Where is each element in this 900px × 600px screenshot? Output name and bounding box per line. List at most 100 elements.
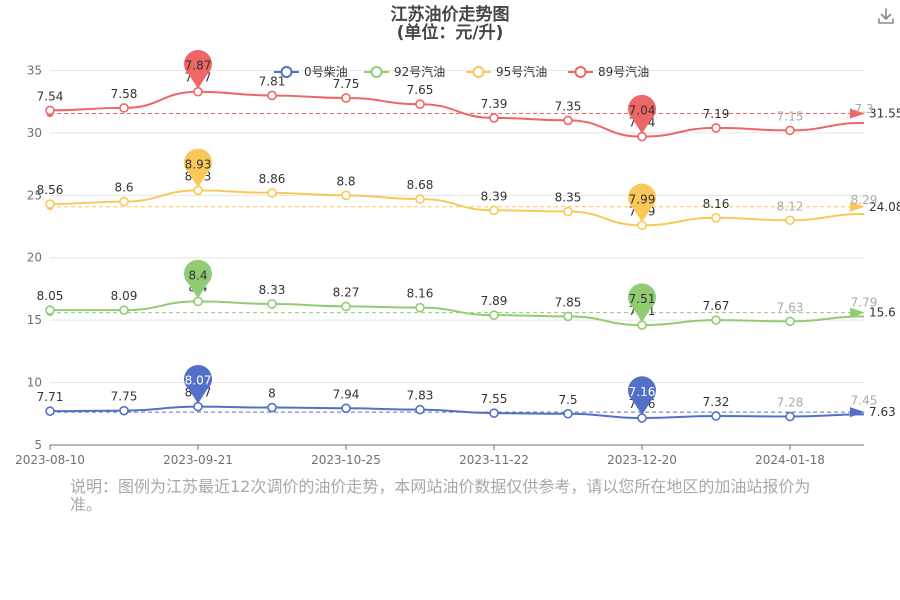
max-label: 8.4 [188, 268, 207, 282]
legend-item: 0号柴油 [274, 65, 348, 79]
max-label: 8.07 [185, 374, 212, 388]
average-arrow [850, 108, 865, 119]
data-point [119, 305, 129, 315]
average-arrow [850, 201, 865, 212]
data-point [637, 220, 647, 231]
legend-marker [574, 66, 587, 78]
data-point [415, 194, 425, 204]
data-point [489, 113, 499, 123]
data-point [563, 206, 573, 217]
average-arrow [850, 407, 865, 418]
data-label: 8.12 [777, 199, 804, 213]
max-label: 7.87 [185, 59, 212, 73]
data-point [415, 404, 425, 415]
legend-item: 95号汽油 [466, 64, 547, 79]
data-point [785, 215, 795, 226]
chart-title: 江苏油价走势图 [391, 4, 510, 25]
series-line [50, 300, 865, 327]
x-tick-label: 2023-11-22 [459, 453, 529, 467]
data-point [489, 408, 499, 418]
data-label: 8.39 [481, 189, 508, 203]
download-icon[interactable] [876, 6, 896, 26]
min-pin [628, 94, 656, 134]
data-label: 8.16 [407, 287, 434, 301]
data-point [267, 299, 277, 309]
data-point [415, 99, 425, 109]
data-point [267, 90, 277, 101]
data-point [267, 188, 277, 198]
x-tick-label: 2023-12-20 [607, 453, 677, 467]
y-tick-label: 15 [27, 313, 42, 327]
data-point [267, 402, 277, 413]
data-point [489, 310, 499, 320]
data-label: 7.19 [703, 107, 730, 121]
chart-caption: 说明：图例为江苏最近12次调价的油价走势，本网站油价数据仅供参考，请以您所在地区… [70, 477, 811, 514]
data-point [563, 115, 573, 126]
max-pin [184, 49, 213, 89]
data-point [45, 305, 55, 315]
x-tick-label: 2023-10-25 [311, 453, 381, 467]
data-point [711, 411, 721, 421]
data-point [193, 185, 203, 196]
data-point [489, 205, 499, 216]
data-label: 7.71 [37, 390, 64, 404]
data-point [45, 105, 55, 116]
average-label: 7.63 [869, 405, 896, 419]
min-label: 7.04 [629, 104, 656, 118]
data-label: 8.56 [37, 183, 64, 197]
data-label: 7.79 [851, 295, 878, 309]
x-tick-label: 2023-09-21 [163, 453, 233, 467]
min-label: 7.16 [629, 385, 656, 399]
y-tick-label: 20 [27, 251, 42, 265]
data-point [637, 320, 647, 330]
data-label: 7.55 [481, 392, 508, 406]
data-point [637, 413, 647, 423]
data-label: 7.65 [407, 83, 434, 97]
data-label: 7.67 [703, 299, 730, 313]
x-tick-label: 2023-08-10 [15, 453, 85, 467]
y-tick-label: 5 [34, 438, 42, 452]
max-pin [184, 259, 213, 299]
chart-subtitle: (单位：元/升) [397, 22, 504, 43]
data-point [119, 103, 129, 113]
data-label: 8.27 [333, 285, 360, 299]
min-label: 7.51 [629, 292, 656, 306]
data-point [193, 296, 203, 307]
data-label: 7.5 [558, 393, 577, 407]
data-label: 8.8 [336, 174, 355, 188]
data-label: 7.85 [555, 295, 582, 309]
data-label: 7.45 [851, 393, 878, 407]
legend-label: 0号柴油 [304, 65, 348, 79]
data-point [193, 86, 203, 97]
data-label: 8.29 [851, 193, 878, 207]
data-label: 8.35 [555, 191, 582, 205]
data-label: 7.94 [333, 387, 360, 401]
legend-label: 95号汽油 [496, 64, 547, 79]
average-label: 31.55 [869, 107, 900, 121]
data-point [193, 401, 203, 412]
data-label: 7.54 [37, 89, 64, 103]
average-label: 24.08 [869, 200, 900, 214]
legend-marker [370, 66, 383, 78]
data-label: 7.75 [333, 77, 360, 91]
data-label: 7.32 [703, 395, 730, 409]
series-line [49, 405, 865, 420]
max-pin [184, 148, 213, 188]
y-tick-label: 30 [27, 126, 42, 140]
data-label: 7.63 [777, 300, 804, 314]
min-pin [628, 183, 657, 223]
data-label: 8.09 [111, 289, 138, 303]
data-label: 8.16 [703, 197, 730, 211]
y-tick-label: 25 [27, 188, 42, 202]
data-point [637, 131, 647, 142]
data-point [341, 403, 351, 414]
data-point [785, 411, 795, 422]
data-point [785, 125, 795, 136]
data-label: 7.15 [777, 109, 804, 123]
min-label: 7.99 [629, 192, 656, 206]
legend-label: 89号汽油 [598, 64, 649, 79]
data-point [119, 196, 129, 207]
data-label: 8.33 [259, 283, 286, 297]
data-point [45, 406, 55, 416]
